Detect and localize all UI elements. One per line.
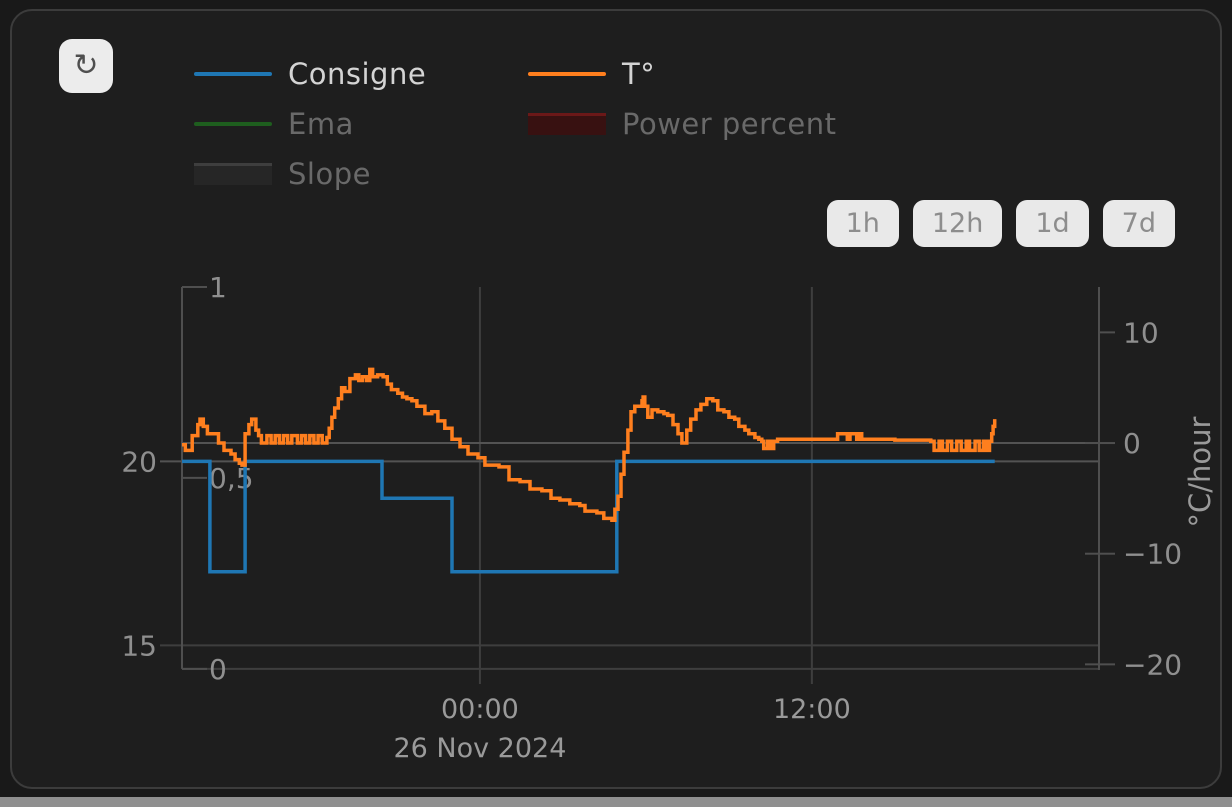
slope-box-swatch bbox=[194, 163, 272, 185]
legend-item-temperature[interactable]: T° bbox=[528, 49, 948, 99]
chart-legend: Consigne T° Ema Power percent Slope bbox=[194, 49, 948, 199]
legend-item-power-percent[interactable]: Power percent bbox=[528, 99, 948, 149]
legend-label-slope: Slope bbox=[288, 157, 371, 191]
svg-text:20: 20 bbox=[121, 445, 157, 478]
svg-text:15: 15 bbox=[121, 629, 157, 662]
svg-text:00:00: 00:00 bbox=[441, 694, 519, 725]
legend-item-slope[interactable]: Slope bbox=[194, 149, 528, 199]
svg-text:°C/hour: °C/hour bbox=[1183, 416, 1217, 527]
svg-text:10: 10 bbox=[1123, 316, 1159, 349]
legend-label-power-percent: Power percent bbox=[622, 107, 837, 141]
series-consigne bbox=[182, 459, 995, 574]
chart-card: ↻ Consigne T° Ema Power percent Slope bbox=[10, 9, 1222, 789]
power-percent-box-swatch bbox=[528, 113, 606, 135]
svg-text:0: 0 bbox=[209, 653, 227, 686]
chart-plot: 1 0,5 0 20 15 10 0 −10 −20 °C/hour 00:00 12:00 26 No… bbox=[121, 271, 1217, 764]
series-t- bbox=[182, 367, 997, 523]
consigne-line-swatch bbox=[194, 72, 272, 76]
svg-text:−20: −20 bbox=[1123, 648, 1182, 681]
svg-text:0,5: 0,5 bbox=[209, 462, 254, 495]
refresh-button[interactable]: ↻ bbox=[59, 39, 113, 93]
time-range-buttons: 1h 12h 1d 7d bbox=[826, 200, 1175, 247]
range-button-7d[interactable]: 7d bbox=[1102, 200, 1175, 247]
temperature-line-swatch bbox=[528, 72, 606, 76]
legend-label-consigne: Consigne bbox=[288, 57, 427, 91]
range-button-1d[interactable]: 1d bbox=[1016, 200, 1089, 247]
svg-text:26 Nov 2024: 26 Nov 2024 bbox=[393, 733, 566, 764]
range-button-1h[interactable]: 1h bbox=[826, 200, 899, 247]
ema-line-swatch bbox=[194, 122, 272, 126]
page-background-strip bbox=[0, 797, 1232, 807]
legend-label-temperature: T° bbox=[622, 57, 656, 91]
svg-text:0: 0 bbox=[1123, 427, 1141, 460]
svg-text:−10: −10 bbox=[1123, 538, 1182, 571]
svg-text:1: 1 bbox=[209, 271, 227, 304]
range-button-12h[interactable]: 12h bbox=[912, 200, 1003, 247]
svg-text:12:00: 12:00 bbox=[773, 694, 851, 725]
legend-label-ema: Ema bbox=[288, 107, 354, 141]
legend-item-consigne[interactable]: Consigne bbox=[194, 49, 528, 99]
legend-item-ema[interactable]: Ema bbox=[194, 99, 528, 149]
refresh-icon: ↻ bbox=[73, 48, 99, 83]
